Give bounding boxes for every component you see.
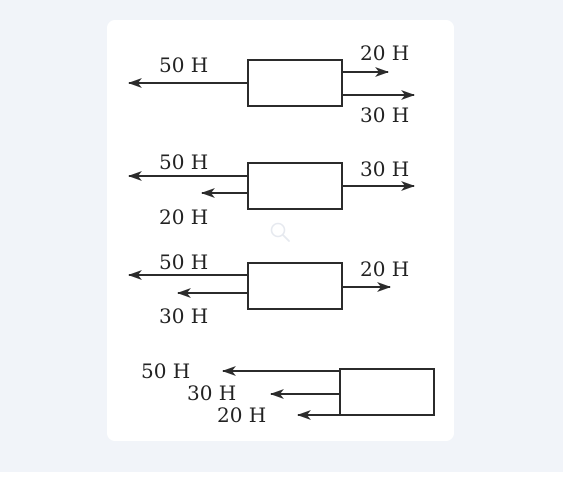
variant-1: 50 H 20 H 30 H: [128, 41, 415, 127]
force-label: 50 H: [159, 53, 208, 77]
force-label: 30 H: [159, 304, 208, 328]
body-box: [339, 368, 435, 416]
body-box: [247, 162, 343, 210]
force-label: 20 H: [360, 41, 409, 65]
body-box: [247, 59, 343, 107]
force-label: 30 H: [360, 157, 409, 181]
force-label: 30 H: [187, 381, 236, 405]
variant-4: 50 H 30 H 20 H: [141, 359, 435, 427]
force-label: 30 H: [360, 103, 409, 127]
force-label: 50 H: [159, 150, 208, 174]
force-label: 20 H: [217, 403, 266, 427]
force-label: 50 H: [141, 359, 190, 383]
body-box: [247, 262, 343, 310]
force-label: 20 H: [159, 205, 208, 229]
zoom-icon[interactable]: [268, 220, 294, 246]
force-label: 20 H: [360, 257, 409, 281]
force-label: 50 H: [159, 250, 208, 274]
force-diagram: 50 H 20 H 30 H 50 H 20 H 30 H 50 H: [128, 41, 435, 427]
variant-2: 50 H 20 H 30 H: [128, 150, 415, 229]
diagram-card[interactable]: 50 H 20 H 30 H 50 H 20 H 30 H 50 H: [107, 20, 454, 441]
image-viewer-backdrop: 50 H 20 H 30 H 50 H 20 H 30 H 50 H: [0, 0, 563, 472]
variant-3: 50 H 30 H 20 H: [128, 250, 409, 328]
